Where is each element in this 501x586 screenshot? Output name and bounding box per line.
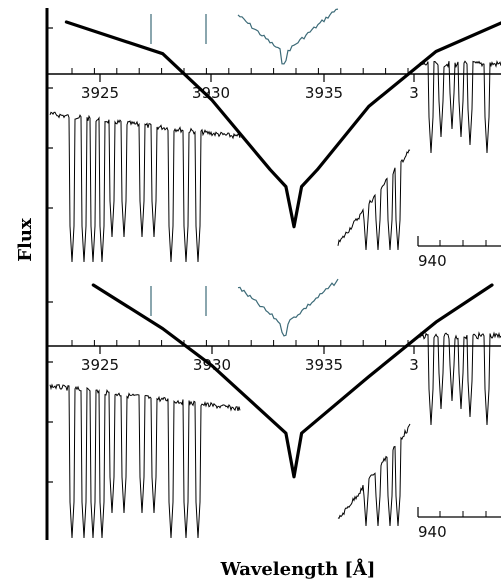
spectrum-left: [49, 383, 241, 539]
spectrum: [49, 331, 501, 539]
inset-profile: [237, 278, 339, 337]
inset-tick-label: 940: [418, 523, 447, 541]
profile-curve: [64, 20, 501, 229]
spectrum-left: [49, 111, 241, 263]
spectrum-right: [337, 149, 411, 251]
x-axis-label: Wavelength [Å]: [220, 557, 376, 580]
profile-curve: [91, 283, 494, 479]
spectrum-top-right: [419, 59, 501, 154]
y-axis-label: Flux: [15, 218, 36, 262]
inset-tick-label: 940: [418, 252, 447, 270]
x-tick-label: 3: [409, 356, 419, 374]
inset-profile: [237, 8, 339, 65]
spectrum-right: [337, 423, 411, 527]
x-tick-label: 3: [409, 84, 419, 102]
spectrum-top-right: [419, 331, 501, 426]
x-tick-label: 3925: [81, 84, 119, 102]
inset-spectrum: [150, 8, 339, 65]
x-tick-label: 3925: [81, 356, 119, 374]
x-tick-label: 3935: [305, 356, 343, 374]
x-tick-label: 3935: [305, 84, 343, 102]
inset-spectrum: [150, 278, 339, 337]
spectrum: [49, 59, 501, 263]
